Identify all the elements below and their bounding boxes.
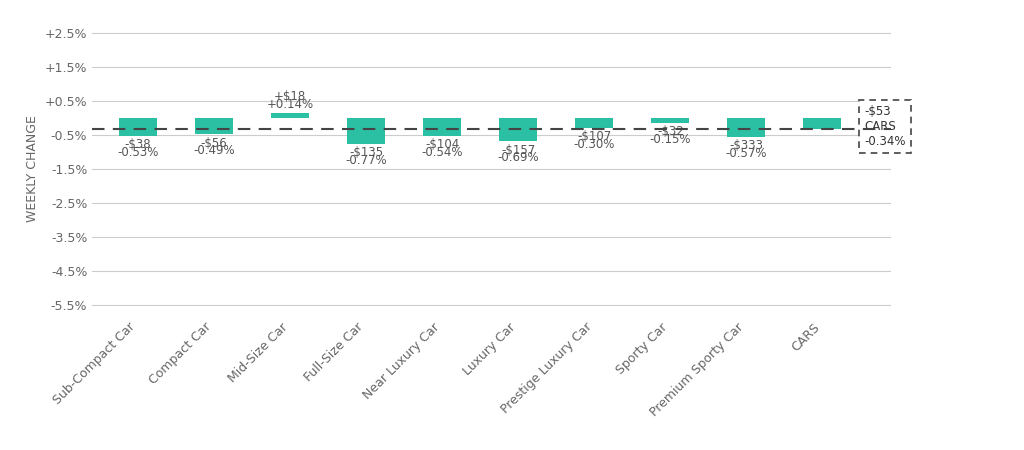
- Text: -0.77%: -0.77%: [345, 154, 387, 167]
- Text: -$56: -$56: [201, 137, 227, 150]
- Text: +$18: +$18: [273, 90, 306, 103]
- Text: -0.53%: -0.53%: [117, 146, 159, 158]
- Bar: [575, 118, 613, 128]
- Bar: [119, 118, 157, 136]
- Text: -$38: -$38: [125, 138, 152, 151]
- Bar: [423, 118, 461, 136]
- Text: -0.57%: -0.57%: [726, 147, 767, 160]
- Bar: [727, 118, 765, 137]
- Text: -0.30%: -0.30%: [573, 138, 614, 151]
- Text: -$107: -$107: [578, 130, 611, 143]
- Bar: [195, 118, 232, 135]
- Text: -$32: -$32: [657, 125, 684, 138]
- Text: -$104: -$104: [425, 139, 459, 152]
- Text: -$333: -$333: [729, 140, 763, 153]
- Text: -0.54%: -0.54%: [421, 146, 463, 159]
- Text: -$157: -$157: [501, 144, 536, 157]
- Y-axis label: WEEKLY CHANGE: WEEKLY CHANGE: [27, 115, 39, 222]
- Text: -0.49%: -0.49%: [194, 144, 234, 157]
- Text: -$135: -$135: [349, 146, 383, 159]
- Bar: [499, 118, 538, 141]
- Text: -0.15%: -0.15%: [649, 133, 691, 146]
- Bar: [347, 118, 385, 144]
- Text: -0.69%: -0.69%: [498, 151, 539, 164]
- Bar: [804, 118, 842, 129]
- Text: +0.14%: +0.14%: [266, 98, 313, 111]
- Bar: [651, 118, 689, 123]
- Bar: [271, 113, 309, 118]
- Text: -$53
CARS
-0.34%: -$53 CARS -0.34%: [864, 105, 906, 148]
